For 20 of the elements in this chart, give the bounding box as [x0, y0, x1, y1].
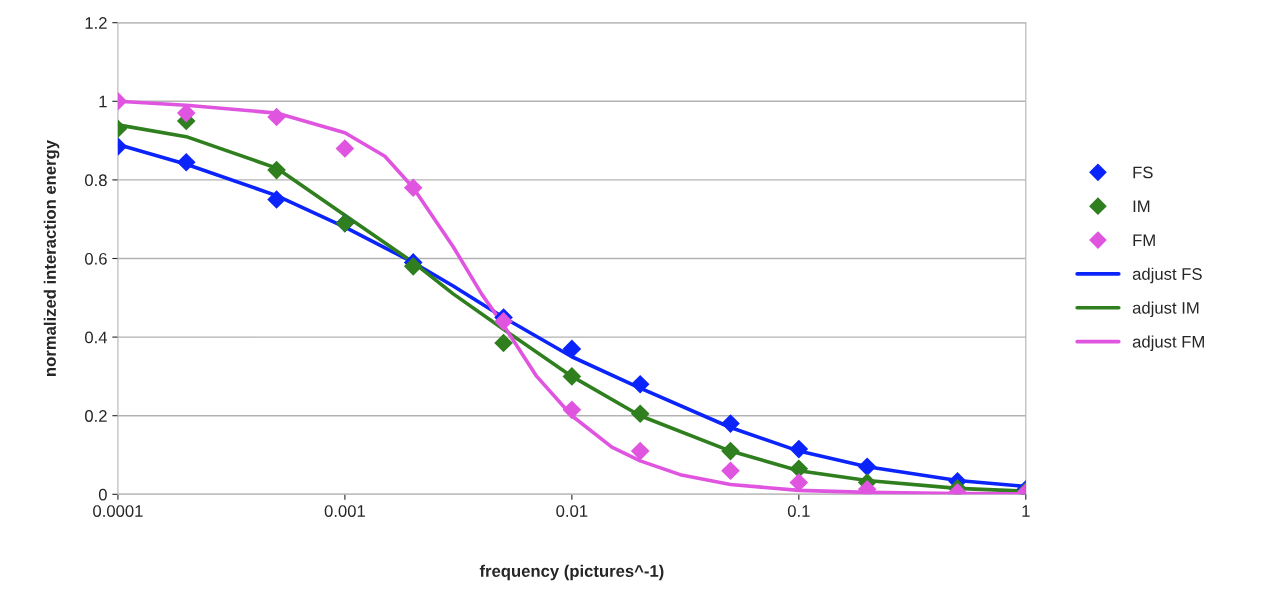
y-tick-label: 0 — [98, 488, 107, 501]
x-axis-title: frequency (pictures^-1) — [479, 564, 664, 581]
y-tick-label: 0.6 — [84, 252, 107, 265]
x-tick-label: 0.001 — [324, 505, 365, 517]
x-tick-label: 0.0001 — [93, 505, 143, 517]
legend-label: FS — [1133, 166, 1153, 179]
legend-label: adjust FS — [1132, 267, 1202, 284]
x-tick-label: 0.1 — [787, 505, 810, 517]
y-tick-label: 0.8 — [84, 174, 107, 187]
y-axis-title: normalized interaction energy — [43, 140, 60, 376]
y-tick-label: 0.2 — [84, 410, 107, 422]
legend-label: adjust FM — [1132, 335, 1204, 351]
legend-label: adjust IM — [1132, 301, 1199, 318]
x-tick-label: 0.01 — [556, 505, 588, 517]
y-tick-label: 1 — [99, 95, 107, 108]
y-tick-label: 1.2 — [85, 17, 107, 29]
legend-label: FM — [1133, 234, 1155, 246]
x-tick-label: 1 — [1022, 505, 1030, 517]
y-tick-label: 0.4 — [84, 331, 108, 344]
legend-label: IM — [1133, 200, 1150, 213]
